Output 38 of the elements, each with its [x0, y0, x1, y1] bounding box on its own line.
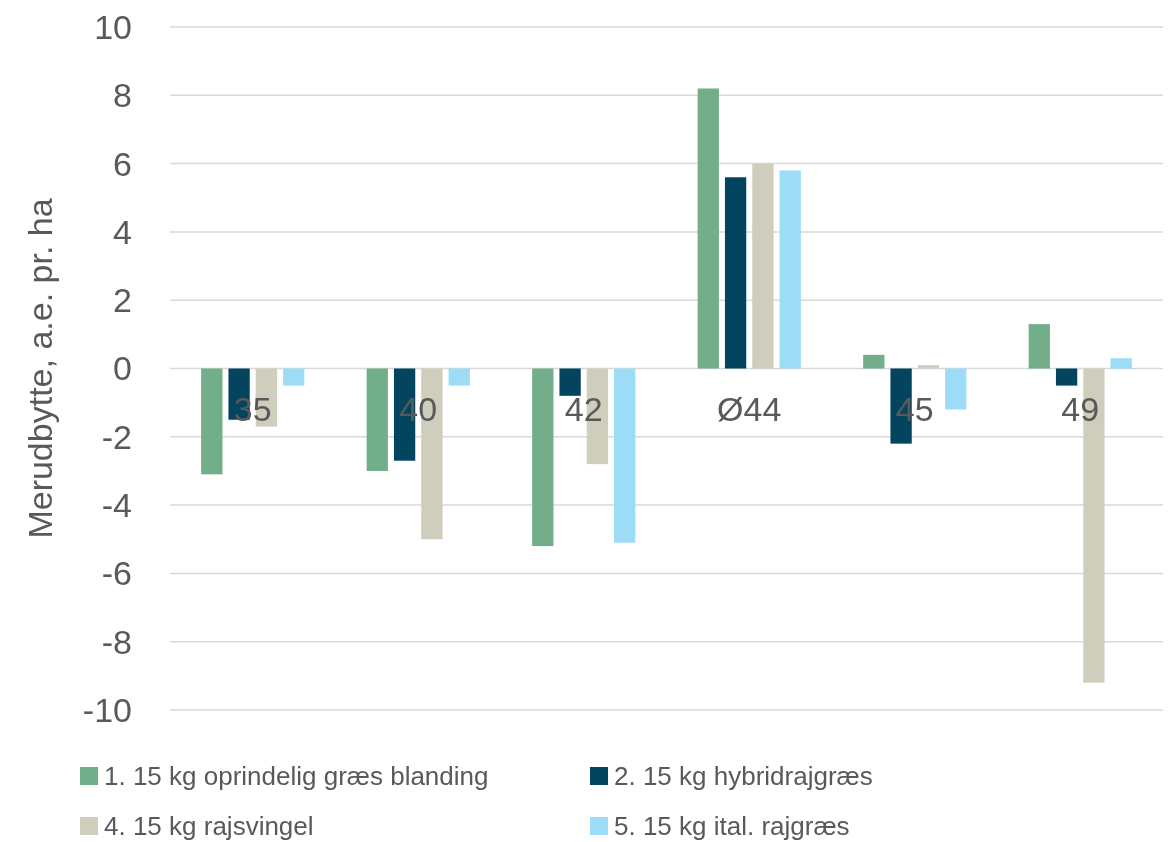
bar	[1028, 324, 1050, 369]
bar	[614, 368, 636, 543]
legend-label: 2. 15 kg hybridrajgræs	[614, 761, 873, 792]
y-tick-label: 0	[113, 349, 132, 388]
x-tick-label: 40	[399, 389, 438, 428]
y-tick-label: 10	[94, 7, 132, 46]
bar	[724, 177, 747, 369]
y-tick-label: -10	[82, 690, 132, 729]
y-tick-label: -4	[101, 486, 132, 524]
bar	[448, 368, 470, 386]
bar	[779, 170, 801, 369]
bar	[1055, 368, 1078, 386]
y-tick-label: 8	[113, 76, 132, 115]
x-tick-label: 35	[233, 389, 272, 428]
y-tick-label: -8	[101, 622, 132, 661]
y-tick-label: -6	[101, 554, 132, 593]
y-tick-label: 4	[113, 212, 132, 251]
bar	[283, 368, 305, 386]
y-axis-title: Merudbytte, a.e. pr. ha	[21, 198, 59, 539]
bar	[201, 368, 223, 475]
legend-label: 5. 15 kg ital. rajgræs	[614, 811, 850, 842]
x-tick-label: 42	[564, 389, 603, 428]
bar	[559, 368, 581, 396]
bar	[863, 354, 885, 369]
y-tick-label: 6	[113, 144, 132, 183]
bar	[917, 365, 940, 369]
bar	[945, 368, 967, 410]
bar	[366, 368, 388, 471]
bar	[532, 368, 554, 547]
y-tick-label: 2	[113, 281, 132, 320]
legend-label: 1. 15 kg oprindelig græs blanding	[104, 761, 489, 792]
bar	[752, 163, 774, 369]
y-tick-label: -2	[101, 417, 132, 456]
legend-label: 4. 15 kg rajsvingel	[104, 811, 314, 842]
x-tick-label: Ø44	[717, 389, 782, 428]
x-tick-label: 49	[1061, 389, 1100, 428]
bar	[1110, 358, 1132, 369]
bar	[697, 88, 719, 369]
